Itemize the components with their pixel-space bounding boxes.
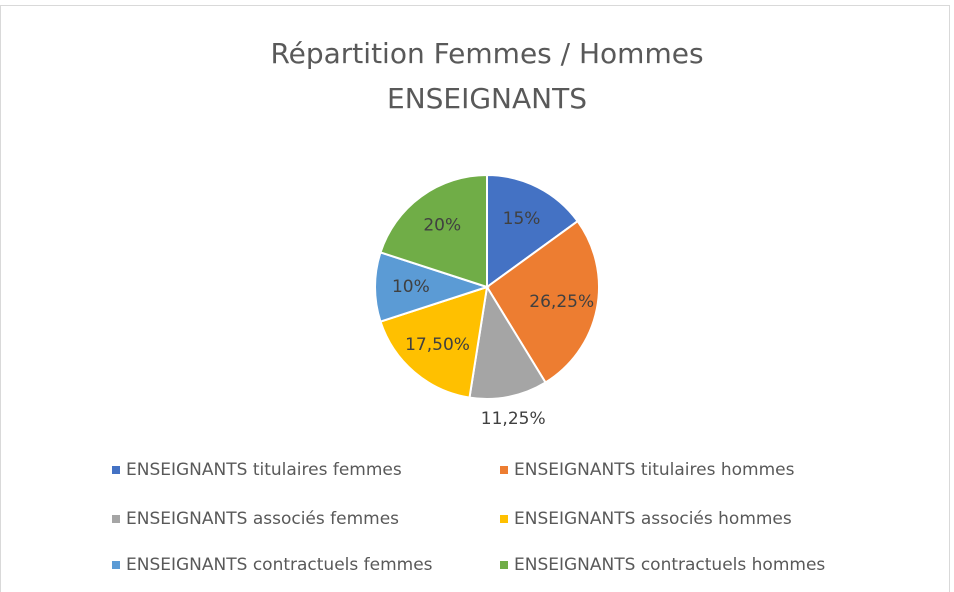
legend-swatch xyxy=(500,561,508,569)
legend-label: ENSEIGNANTS associés hommes xyxy=(514,509,792,529)
pie-slice xyxy=(379,285,489,399)
chart-title: ENSEIGNANTS xyxy=(387,82,587,115)
legend-label: ENSEIGNANTS titulaires hommes xyxy=(514,460,795,480)
legend-swatch xyxy=(112,466,120,474)
data-label: 10% xyxy=(392,277,430,297)
data-label: 17,50% xyxy=(405,335,470,355)
legend-label: ENSEIGNANTS contractuels femmes xyxy=(126,555,433,575)
legend-swatch xyxy=(112,515,120,523)
legend-swatch xyxy=(500,466,508,474)
data-label: 15% xyxy=(503,209,541,229)
data-label: 11,25% xyxy=(481,409,546,429)
legend-swatch xyxy=(500,515,508,523)
pie-slice xyxy=(468,284,547,400)
data-label: 20% xyxy=(423,215,461,235)
pie-slice xyxy=(485,219,600,384)
legend-label: ENSEIGNANTS associés femmes xyxy=(126,509,399,529)
legend-label: ENSEIGNANTS titulaires femmes xyxy=(126,460,402,480)
legend-swatch xyxy=(112,561,120,569)
legend-label: ENSEIGNANTS contractuels hommes xyxy=(514,555,825,575)
pie-slice xyxy=(486,173,580,289)
pie-slice xyxy=(379,173,488,289)
chart-title: Répartition Femmes / Hommes xyxy=(270,37,703,70)
data-label: 26,25% xyxy=(529,292,594,312)
